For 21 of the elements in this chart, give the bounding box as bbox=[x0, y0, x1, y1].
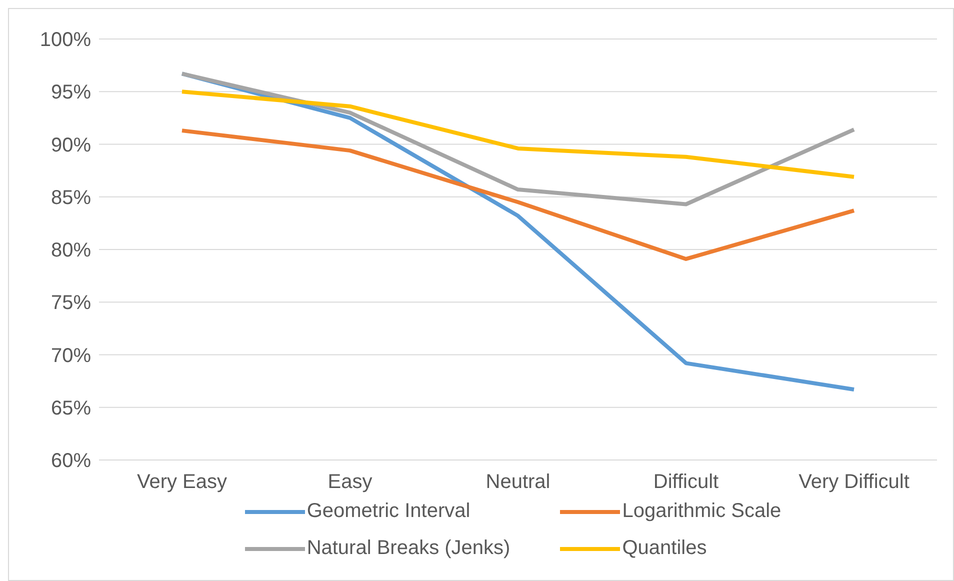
line-series bbox=[180, 128, 856, 261]
x-tick-label: Easy bbox=[328, 471, 372, 494]
legend-label: Logarithmic Scale bbox=[622, 500, 782, 523]
y-tick-label: 80% bbox=[50, 240, 92, 262]
legend-label: Geometric Interval bbox=[306, 500, 470, 523]
y-tick-label: 60% bbox=[50, 450, 92, 472]
x-tick-label: Neutral bbox=[486, 471, 550, 494]
legend-label: Quantiles bbox=[622, 537, 707, 560]
line-series bbox=[180, 72, 856, 206]
y-tick-label: 70% bbox=[50, 344, 92, 367]
y-tick-label: 85% bbox=[50, 186, 92, 209]
y-tick-label: 95% bbox=[50, 82, 92, 104]
legend-label: Natural Breaks (Jenks) bbox=[306, 537, 510, 560]
y-tick-label: 100% bbox=[40, 29, 92, 52]
y-tick-label: 75% bbox=[50, 292, 92, 314]
y-tick-label: 65% bbox=[50, 397, 92, 420]
y-tick-label: 90% bbox=[50, 134, 92, 156]
x-tick-label: Very Easy bbox=[136, 471, 228, 494]
x-tick-label: Difficult bbox=[653, 471, 720, 494]
x-tick-label: Very Difficult bbox=[798, 471, 910, 494]
line-series bbox=[180, 90, 856, 179]
